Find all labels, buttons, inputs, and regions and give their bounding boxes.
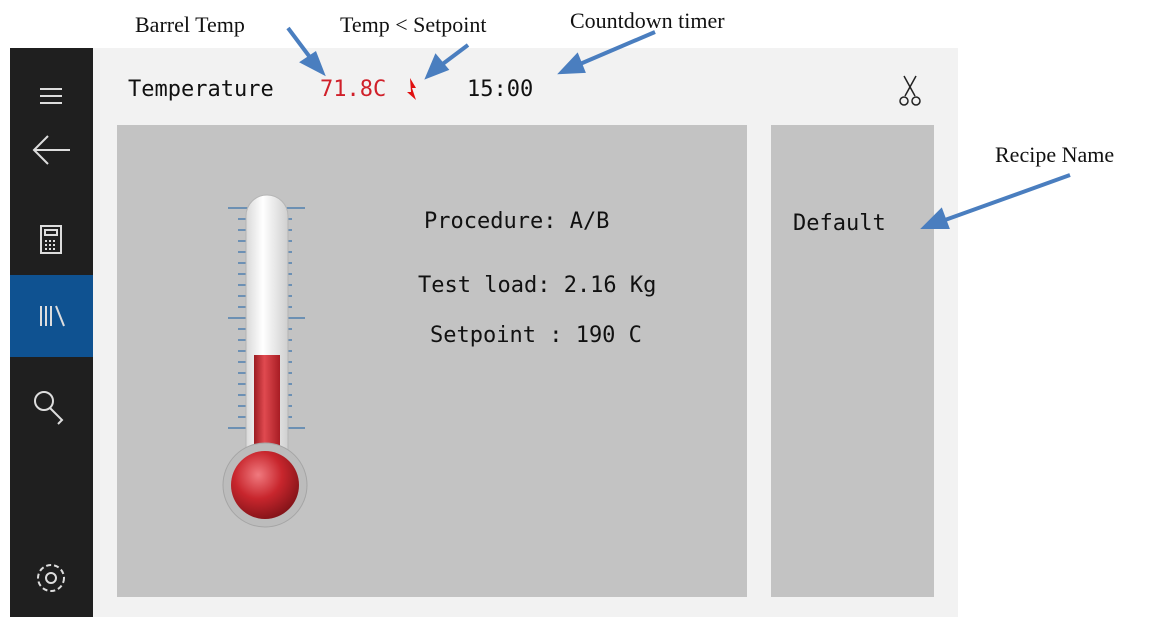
procedure: Procedure: A/B	[424, 209, 609, 234]
menu-icon[interactable]	[40, 88, 62, 104]
annotation: Countdown timer	[570, 8, 725, 33]
temperature-label: Temperature	[128, 77, 274, 102]
settings-icon[interactable]	[37, 564, 65, 592]
calculator-icon[interactable]	[40, 225, 62, 254]
library-icon[interactable]	[40, 305, 65, 327]
cut-icon[interactable]	[899, 75, 921, 106]
recipe-name: Default	[793, 211, 886, 236]
timer: 15:00	[467, 77, 533, 102]
rising-icon	[407, 78, 416, 100]
setpoint: Setpoint : 190 C	[430, 323, 642, 348]
key-icon[interactable]	[34, 391, 64, 425]
test-load: Test load: 2.16 Kg	[418, 273, 656, 298]
recipe-panel	[771, 125, 934, 597]
thermometer	[222, 194, 308, 528]
temperature-value: 71.8C	[320, 77, 386, 102]
annotation: Temp < Setpoint	[340, 12, 487, 37]
back-icon[interactable]	[32, 135, 70, 165]
main-panel	[117, 125, 747, 597]
annotation-arrows	[286, 26, 1071, 229]
annotation: Barrel Temp	[135, 12, 245, 37]
annotation: Recipe Name	[995, 142, 1114, 167]
